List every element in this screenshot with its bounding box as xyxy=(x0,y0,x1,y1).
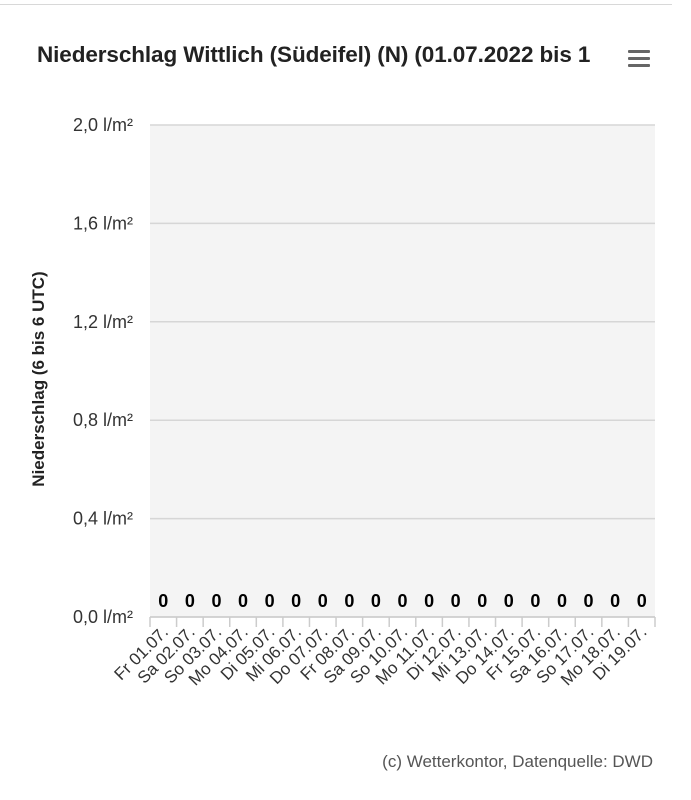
top-divider xyxy=(0,4,672,5)
data-label: 0 xyxy=(185,591,195,611)
data-label: 0 xyxy=(530,591,540,611)
y-tick-label: 1,6 l/m² xyxy=(73,213,133,233)
data-label: 0 xyxy=(451,591,461,611)
data-label: 0 xyxy=(291,591,301,611)
data-label: 0 xyxy=(637,591,647,611)
data-label: 0 xyxy=(158,591,168,611)
data-label: 0 xyxy=(265,591,275,611)
data-label: 0 xyxy=(424,591,434,611)
y-tick-label: 0,4 l/m² xyxy=(73,509,133,529)
y-tick-label: 0,8 l/m² xyxy=(73,410,133,430)
data-label: 0 xyxy=(557,591,567,611)
credits-text[interactable]: (c) Wetterkontor, Datenquelle: DWD xyxy=(382,752,653,771)
x-axis: Fr 01.07.Sa 02.07.So 03.07.Mo 04.07.Di 0… xyxy=(111,616,656,689)
data-label: 0 xyxy=(371,591,381,611)
data-label: 0 xyxy=(397,591,407,611)
data-label: 0 xyxy=(238,591,248,611)
y-axis-ticks: 0,0 l/m² 0,4 l/m² 0,8 l/m² 1,2 l/m² 1,6 l/m²… xyxy=(73,115,133,627)
plot-background xyxy=(150,125,655,617)
data-label: 0 xyxy=(344,591,354,611)
data-label: 0 xyxy=(504,591,514,611)
menu-line-icon xyxy=(628,57,650,60)
y-axis-title: Niederschlag (6 bis 6 UTC) xyxy=(29,271,48,486)
data-label: 0 xyxy=(477,591,487,611)
y-tick-label: 1,2 l/m² xyxy=(73,312,133,332)
data-label: 0 xyxy=(211,591,221,611)
data-label: 0 xyxy=(584,591,594,611)
precipitation-chart: 0,0 l/m² 0,4 l/m² 0,8 l/m² 1,2 l/m² 1,6 l/m²… xyxy=(29,115,656,689)
menu-line-icon xyxy=(628,50,650,53)
y-tick-label: 0,0 l/m² xyxy=(73,607,133,627)
data-label: 0 xyxy=(318,591,328,611)
chart-title: Niederschlag Wittlich (Südeifel) (N) (01… xyxy=(37,42,591,67)
hamburger-menu-icon[interactable] xyxy=(624,47,654,71)
data-label: 0 xyxy=(610,591,620,611)
title-area: Niederschlag Wittlich (Südeifel) (N) (01… xyxy=(0,0,691,100)
menu-line-icon xyxy=(628,64,650,67)
y-tick-label: 2,0 l/m² xyxy=(73,115,133,135)
